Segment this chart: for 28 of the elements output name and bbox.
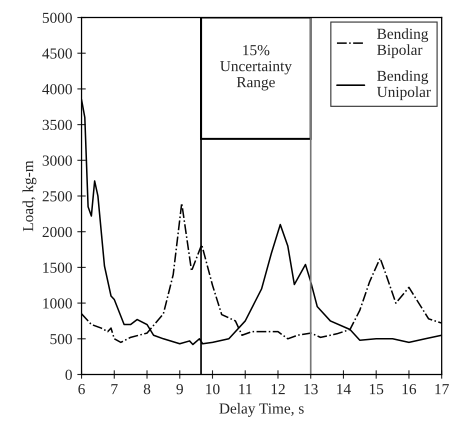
- y-axis-title: Load, kg-m: [22, 160, 36, 232]
- y-tick-label: 2500: [42, 191, 72, 202]
- x-tick-label: 10: [206, 384, 220, 394]
- x-tick-label: 17: [435, 384, 449, 394]
- legend-label: Bending Unipolar: [376, 70, 431, 100]
- y-tick-label: 3000: [42, 155, 72, 166]
- y-tick-label: 500: [50, 334, 72, 344]
- y-tick-label: 3500: [42, 120, 72, 130]
- y-tick-label: 4500: [42, 48, 72, 59]
- y-tick-label: 5000: [42, 12, 72, 23]
- x-tick-label: 7: [111, 384, 118, 394]
- x-tick-label: 11: [239, 384, 252, 394]
- x-tick-label: 9: [176, 384, 183, 394]
- x-tick-label: 16: [402, 384, 416, 394]
- x-axis-title: Delay Time, s: [219, 402, 304, 417]
- y-tick-label: 4000: [42, 84, 72, 94]
- y-tick-label: 2000: [42, 226, 72, 238]
- x-tick-label: 8: [144, 384, 150, 394]
- annotation: 15% Uncertainty Range: [220, 44, 292, 90]
- y-tick-label: 0: [65, 370, 72, 380]
- y-tick-label: 1000: [43, 298, 72, 309]
- y-tick-label: 1500: [43, 262, 72, 273]
- x-tick-label: 14: [337, 384, 351, 394]
- x-tick-label: 12: [272, 384, 285, 394]
- x-tick-label: 6: [78, 384, 85, 394]
- legend-label: Bending Bipolar: [377, 28, 428, 58]
- x-tick-label: 13: [304, 384, 318, 394]
- x-tick-label: 15: [370, 384, 384, 394]
